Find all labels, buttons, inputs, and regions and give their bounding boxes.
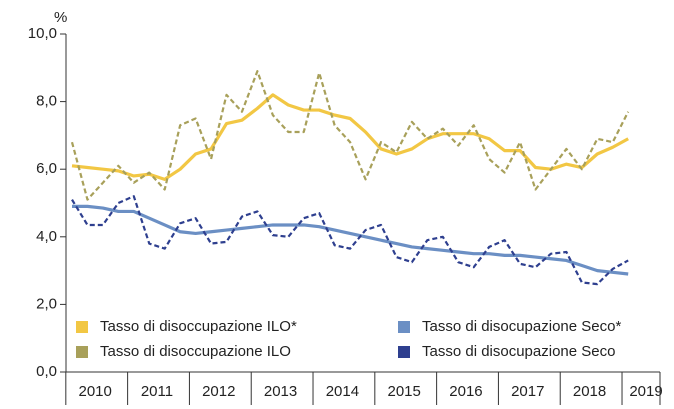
x-tick-label: 2016	[449, 383, 482, 400]
x-tick-label: 2018	[573, 383, 606, 400]
y-tick-label: 0,0	[36, 363, 57, 380]
x-tick-label: 2017	[511, 383, 544, 400]
x-tick-label: 2012	[202, 383, 235, 400]
series-line	[70, 70, 630, 201]
legend-label: Tasso di disocupazione Seco	[422, 343, 615, 360]
series-line	[72, 204, 629, 276]
legend-label: Tasso di disoccupazione ILO	[100, 343, 291, 360]
y-unit: %	[54, 9, 67, 26]
x-tick-label: 2014	[326, 383, 359, 400]
y-tick-label: 10,0	[28, 25, 57, 42]
series-line	[71, 93, 629, 181]
legend-swatch	[398, 321, 410, 333]
x-tick-label: 2013	[264, 383, 297, 400]
x-tick-label: 2010	[78, 383, 111, 400]
x-tick-label: 2019	[629, 383, 662, 400]
legend-swatch	[76, 346, 88, 358]
x-tick-label: 2011	[141, 383, 173, 400]
x-tick-label: 2015	[387, 383, 420, 400]
legend-swatch	[76, 321, 88, 333]
legend-swatch	[398, 346, 410, 358]
legend-label: Tasso di disocupazione Seco*	[422, 318, 621, 335]
y-tick-label: 2,0	[36, 295, 57, 312]
legend-label: Tasso di disoccupazione ILO*	[100, 318, 297, 335]
y-tick-label: 4,0	[36, 228, 57, 245]
y-tick-label: 8,0	[36, 93, 57, 110]
y-tick-label: 6,0	[36, 160, 57, 177]
series-line	[71, 195, 629, 286]
